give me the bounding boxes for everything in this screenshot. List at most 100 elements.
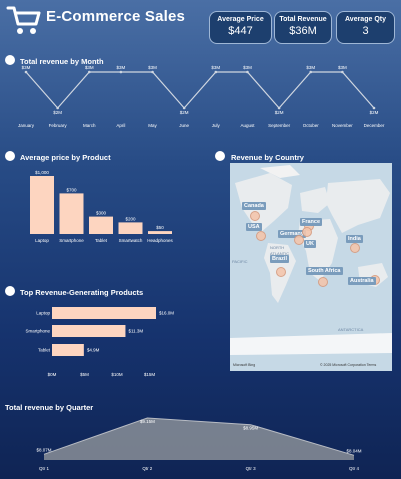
line-point: [309, 70, 313, 74]
bar-headphones: [148, 231, 172, 234]
quarterly-revenue-line: [43, 417, 355, 456]
map-bubble-canada[interactable]: [250, 211, 260, 221]
kpi-value: $447: [228, 25, 253, 37]
x-tick-label: December: [364, 123, 385, 128]
section-bullet-icon: [215, 151, 225, 161]
bar-smartphone: [59, 193, 84, 234]
y-tick-label: Smartphone: [25, 329, 50, 334]
avg-price-bar-chart: $1,000 Laptop $700 Smartphone $300 Tablet $200…: [30, 170, 174, 243]
data-label: $3M: [22, 65, 31, 70]
x-tick-label: July: [212, 123, 221, 128]
map-bubble-south-africa[interactable]: [318, 277, 328, 287]
kpi-card-total-revenue: Total Revenue $36M: [274, 11, 332, 44]
kpi-card-average-qty: Average Qty 3: [336, 11, 395, 44]
line-point: [24, 70, 28, 74]
revenue-by-country-map[interactable]: NORTH ATLANTIC PACIFIC ANTARCTICA Canada…: [230, 163, 392, 371]
x-tick-label: January: [18, 123, 35, 128]
line-point: [87, 70, 91, 74]
data-label: $11.3M: [128, 329, 143, 334]
x-tick-label: June: [179, 123, 189, 128]
bar-tablet: [89, 216, 113, 234]
x-tick-label: Qtr 3: [246, 466, 256, 471]
x-tick-label: May: [148, 123, 157, 128]
section-title-avg-price: Average price by Product: [20, 153, 111, 162]
x-tick-label: $15M: [144, 372, 156, 377]
data-label: $300: [96, 211, 107, 216]
map-label-brazil: Brazil: [270, 255, 289, 263]
map-bubble-brazil[interactable]: [276, 267, 286, 277]
x-tick-label: Tablet: [95, 238, 108, 243]
bar-laptop: [52, 307, 156, 319]
x-tick-label: Qtr 4: [349, 466, 359, 471]
kpi-value: $36M: [289, 25, 317, 37]
top-products-bar-chart: Laptop $16.0M Smartphone $11.3M Tablet $4.9M $…: [25, 307, 174, 377]
shopping-cart-icon: [6, 6, 41, 34]
data-label: $2M: [53, 110, 62, 115]
bar-tablet: [52, 344, 84, 356]
section-bullet-icon: [5, 55, 15, 65]
map-label-usa: USA: [246, 223, 262, 231]
map-attribution-copyright[interactable]: © 2025 Microsoft Corporation Terms: [320, 363, 377, 367]
map-label-south-africa: South Africa: [306, 267, 343, 275]
bar-smartphone: [52, 325, 126, 337]
map-label-uk: UK: [304, 240, 316, 248]
x-tick-label: October: [303, 123, 320, 128]
quarterly-revenue-area-chart: $8.07M Qtr 1 $9.15M Qtr 2 $8.95M Qtr 3 $8.04M Q…: [36, 417, 362, 471]
section-title-country: Revenue by Country: [231, 153, 304, 162]
data-label: $3M: [117, 65, 126, 70]
x-tick-label: February: [49, 123, 68, 128]
sea-label: NORTH: [270, 245, 284, 250]
data-label: $700: [66, 187, 77, 192]
line-point: [246, 70, 249, 74]
data-label: $8.07M: [36, 447, 51, 452]
data-label: $50: [156, 225, 164, 230]
bar-laptop: [30, 176, 54, 234]
map-label-india: India: [346, 235, 363, 243]
line-point: [56, 106, 59, 110]
section-bullet-icon: [5, 286, 15, 296]
data-label: $4.9M: [87, 348, 100, 353]
map-bubble-india[interactable]: [350, 243, 360, 253]
x-tick-label: September: [268, 123, 291, 128]
section-bullet-icon: [5, 151, 15, 161]
x-tick-label: March: [83, 123, 96, 128]
x-tick-label: $10M: [111, 372, 123, 377]
x-tick-label: Qtr 1: [39, 466, 49, 471]
data-label: $3M: [85, 65, 94, 70]
kpi-label: Average Qty: [345, 16, 386, 23]
line-point: [119, 70, 123, 74]
monthly-revenue-line: [25, 71, 375, 109]
x-tick-label: August: [240, 123, 255, 128]
sea-label: PACIFIC: [232, 259, 248, 264]
section-title-quarter: Total revenue by Quarter: [5, 403, 94, 412]
line-point: [182, 106, 186, 110]
data-label: $200: [125, 216, 136, 221]
x-tick-label: $0M: [48, 372, 57, 377]
y-tick-label: Tablet: [38, 348, 51, 353]
bar-smartwatch: [118, 222, 143, 234]
kpi-value: 3: [362, 25, 369, 37]
section-title-top-products: Top Revenue-Generating Products: [20, 288, 144, 297]
y-tick-label: Laptop: [36, 311, 50, 316]
kpi-card-average-price: Average Price $447: [209, 11, 272, 44]
x-tick-label: Laptop: [35, 238, 49, 243]
line-point: [372, 106, 376, 110]
data-label: $2M: [275, 110, 284, 115]
data-label: $3M: [306, 65, 315, 70]
data-label: $3M: [211, 65, 220, 70]
map-bubble-uk[interactable]: [294, 235, 304, 245]
page-title: E-Commerce Sales: [46, 8, 186, 25]
map-bubble-france[interactable]: [302, 227, 312, 237]
line-point: [151, 70, 154, 74]
line-point: [341, 70, 344, 74]
sea-label: ANTARCTICA: [338, 327, 364, 332]
map-label-australia: Australia: [348, 277, 376, 285]
x-tick-label: Smartphone: [59, 238, 84, 243]
section-title-monthly: Total revenue by Month: [20, 57, 104, 66]
x-tick-label: $5M: [80, 372, 89, 377]
monthly-revenue-line-chart: $3M January $2M February $3M March $3M April $3M…: [18, 65, 385, 128]
map-bubble-usa[interactable]: [256, 231, 266, 241]
world-map-background: NORTH ATLANTIC PACIFIC ANTARCTICA: [230, 163, 392, 371]
data-label: $8.04M: [346, 448, 361, 453]
data-label: $3M: [243, 65, 252, 70]
